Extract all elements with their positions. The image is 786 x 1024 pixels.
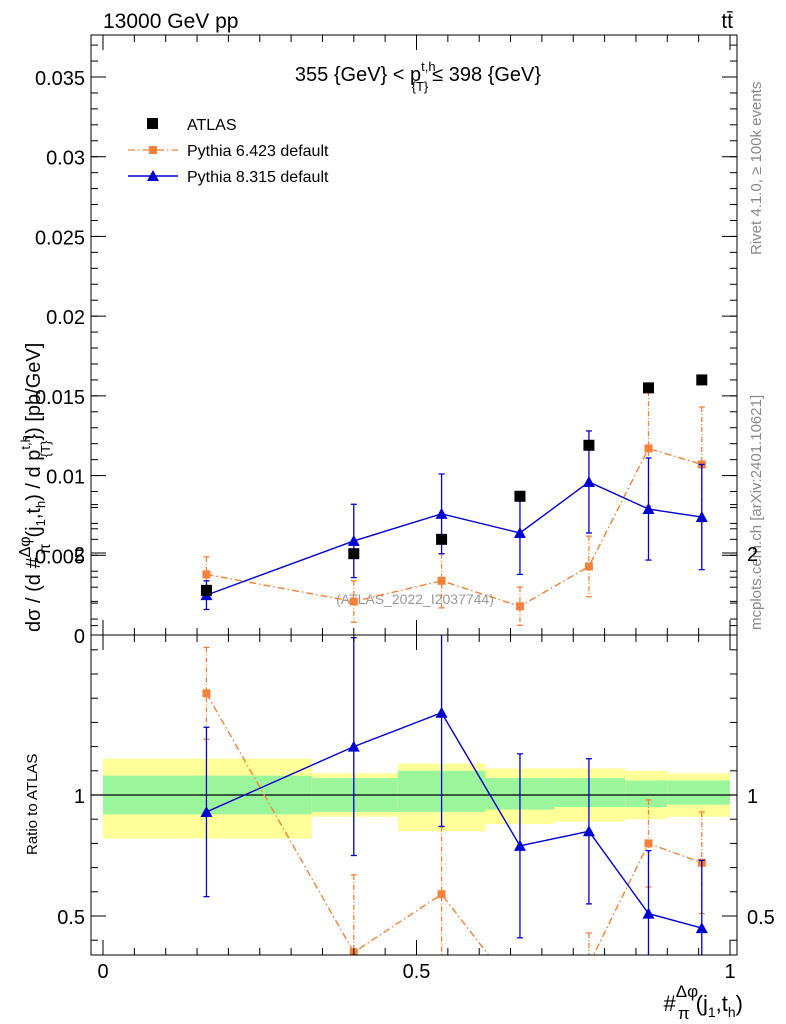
ratio-pythia6-point (202, 689, 211, 698)
x-tick-label: 0.5 (403, 961, 431, 983)
ratio-uncertainty-bands (91, 758, 737, 839)
ratio-pythia6-point (437, 890, 446, 899)
main-pythia6-point (515, 602, 524, 611)
ratio-pythia8-point (642, 907, 655, 919)
main-pythia6-point (202, 570, 211, 579)
plot-title-sub: {T} (412, 79, 429, 94)
ratio-pythia8-point (582, 825, 595, 837)
xlabel-frac-den: π (678, 1004, 690, 1023)
main-y-tick-label: 0.025 (35, 227, 85, 249)
ylabel-sub2: h (33, 501, 48, 508)
main-pythia8-point (513, 526, 526, 538)
ratio-y-tick-label-right: 1 (747, 786, 758, 808)
legend-marker-pythia8 (147, 170, 159, 181)
ylabel-post: }) [pb/GeV] (23, 343, 45, 441)
plot-title-sup: t,h (421, 59, 435, 74)
ratio-y-tick-label-left: 1 (74, 786, 85, 808)
x-tick-label: 0 (97, 961, 108, 983)
ylabel-sub1: 1 (33, 519, 48, 526)
main-pythia8-point (642, 503, 655, 515)
ratio-plot-frame (90, 634, 738, 956)
xlabel-sub1: 1 (708, 1004, 716, 1020)
ylabel-mid: (j (23, 526, 45, 537)
rivet-label: Rivet 4.1.0, ≥ 100k events (748, 82, 765, 255)
legend-label-pythia6: Pythia 6.423 default (187, 143, 329, 160)
main-pythia6-point (349, 597, 358, 606)
xlabel-sub2: h (728, 1004, 736, 1020)
ratio-pythia8-point (695, 922, 708, 934)
ratio-pythia6-line (205, 693, 703, 955)
plot-title: 355 {GeV} < pt,h {T}≤ 398 {GeV} (295, 59, 541, 94)
ylabel-mid3: ) / d p (23, 450, 45, 501)
ratio-pythia6-point (516, 992, 524, 1000)
legend-label-atlas: ATLAS (187, 117, 237, 134)
axis-tick-labels: 0 0.005 0.01 0.015 0.02 0.025 0.03 0.035 0.5 0.5 1… (35, 68, 775, 983)
main-atlas-point (696, 374, 708, 386)
ratio-pythia6-point (585, 960, 593, 968)
ylabel-frac-den: π (37, 544, 54, 555)
main-pythia8-line (206, 481, 702, 596)
watermark: (ATLAS_2022_I2037744) (336, 591, 494, 607)
main-plot-data (200, 374, 708, 627)
axis-ticks (91, 35, 737, 955)
main-y-axis-label: dσ / (d #Δφ π (j1,th) / d pt,h {T}}) [pb/Ge… (17, 343, 54, 632)
x-tick-label: 1 (724, 961, 735, 983)
legend-marker-pythia6 (149, 146, 157, 154)
beam-label: 13000 GeV pp (103, 10, 238, 33)
ratio-pythia8-point (435, 706, 448, 718)
main-atlas-point (583, 439, 595, 451)
main-y-tick-label: 0.02 (46, 307, 85, 329)
ylabel-frac-num: Δφ (17, 537, 34, 558)
ratio-y-tick-label-right: 2 (747, 544, 758, 566)
plot-title-post: ≤ 398 {GeV} (432, 64, 541, 86)
ratio-y-tick-label-right: 0.5 (747, 907, 775, 929)
ylabel-mid2: ,t (23, 508, 45, 520)
main-pythia8-point (695, 511, 708, 523)
main-y-tick-label: 0.03 (46, 148, 85, 170)
main-y-tick-label: 0.01 (46, 467, 85, 489)
main-pythia6-point (437, 576, 446, 585)
main-pythia8-point (582, 475, 595, 487)
ratio-band-inner (667, 780, 730, 805)
ratio-pythia6-point (644, 839, 653, 848)
main-atlas-point (436, 533, 448, 545)
xlabel-post: ) (736, 991, 743, 1016)
legend: ATLAS Pythia 6.423 default Pythia 8.315 … (128, 117, 329, 186)
main-pythia6-point (644, 444, 653, 453)
main-atlas-point (348, 548, 360, 560)
ylabel-sup3: t,h (18, 435, 33, 449)
main-y-tick-label: 0.035 (35, 68, 85, 90)
main-pythia8-point (347, 534, 360, 546)
ratio-y-tick-label-left: 2 (74, 544, 85, 566)
xlabel-frac-num: Δφ (676, 982, 698, 1001)
process-label: tt̄ (721, 10, 733, 33)
ratio-band-inner (625, 780, 668, 808)
legend-marker-atlas (147, 118, 158, 129)
xlabel-mid: (j (696, 991, 708, 1016)
ratio-pythia8-point (513, 839, 526, 851)
main-pythia6-line (206, 447, 702, 608)
xlabel-pre: # (664, 991, 677, 1016)
plot-title-pre: 355 {GeV} < p (295, 64, 421, 86)
ylabel-sub3: {T} (38, 440, 53, 457)
main-atlas-point (642, 382, 654, 394)
ratio-y-tick-label-left: 0.5 (57, 907, 85, 929)
main-atlas-point (200, 584, 212, 596)
main-y-tick-label: 0 (74, 626, 85, 648)
main-pythia6-point (584, 562, 593, 571)
main-y-tick-label: 0.005 (35, 546, 85, 568)
legend-label-pythia8: Pythia 8.315 default (187, 169, 329, 186)
mcplots-label: mcplots.cern.ch [arXiv:2401.10621] (748, 395, 765, 630)
ratio-band-inner (554, 778, 626, 808)
ratio-y-axis-label: Ratio to ATLAS (24, 754, 41, 855)
ratio-pythia8-point (200, 805, 213, 817)
ratio-pythia8-point (347, 740, 360, 752)
main-atlas-point (514, 490, 526, 502)
x-axis-label: #Δφ π (j1,th) (664, 982, 744, 1023)
main-pythia8-point (435, 507, 448, 519)
main-y-tick-label: 0.015 (35, 387, 85, 409)
ylabel-pre: dσ / (d # (23, 557, 45, 632)
xlabel-mid2: ,t (716, 991, 728, 1016)
